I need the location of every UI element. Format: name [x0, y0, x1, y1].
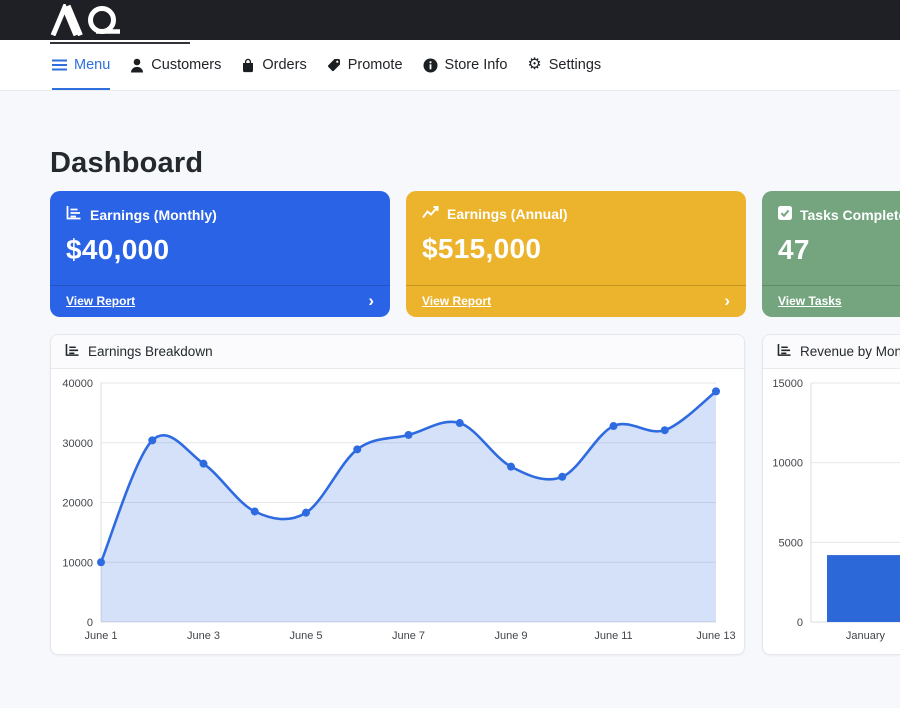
- svg-text:10000: 10000: [772, 458, 803, 470]
- stat-card-earnings-annual: Earnings (Annual) $515,000 View Report ›: [406, 191, 746, 317]
- nav-item-orders[interactable]: Orders: [241, 40, 307, 90]
- revenue-by-month-card: Revenue by Month 0 5000 10000 15000 January: [762, 334, 900, 655]
- view-tasks-link[interactable]: View Tasks: [778, 294, 842, 308]
- bar-chart-area[interactable]: 0 5000 10000 15000 January: [763, 369, 900, 654]
- nav-item-settings[interactable]: ⚙ Settings: [527, 40, 601, 90]
- svg-text:40000: 40000: [62, 378, 93, 390]
- info-icon: [423, 58, 438, 73]
- chart-icon: [65, 343, 80, 360]
- svg-text:June 11: June 11: [594, 630, 632, 642]
- svg-text:June 9: June 9: [494, 630, 527, 642]
- nav-item-menu[interactable]: Menu: [52, 40, 111, 90]
- view-report-link[interactable]: View Report: [422, 294, 492, 308]
- stat-card-footer: View Report ›: [406, 285, 746, 317]
- nav-label-store-info: Store Info: [444, 57, 508, 73]
- stat-card-title: Tasks Completed: [800, 206, 900, 223]
- nav-item-promote[interactable]: Promote: [327, 40, 403, 90]
- nav-label-orders: Orders: [262, 57, 307, 73]
- nav-label-menu: Menu: [74, 57, 111, 73]
- nav-item-customers[interactable]: Customers: [130, 40, 221, 90]
- tag-icon: [327, 58, 341, 72]
- person-icon: [130, 58, 144, 73]
- brand-underline: [50, 42, 190, 44]
- chevron-right-icon[interactable]: ›: [724, 291, 730, 310]
- chart-card-header: Revenue by Month: [763, 335, 900, 369]
- chart-title: Revenue by Month: [800, 344, 900, 359]
- svg-text:30000: 30000: [62, 438, 93, 450]
- bag-icon: [241, 58, 255, 73]
- svg-text:June 13: June 13: [696, 630, 735, 642]
- svg-text:January: January: [846, 630, 886, 642]
- line-chart-icon: [422, 206, 439, 222]
- nav-label-settings: Settings: [548, 57, 602, 73]
- svg-text:10000: 10000: [62, 557, 93, 569]
- svg-text:15000: 15000: [772, 378, 803, 390]
- view-report-link[interactable]: View Report: [66, 294, 136, 308]
- stat-card-footer: View Report ›: [50, 285, 390, 317]
- stat-card-value: $515,000: [422, 233, 542, 264]
- stat-card-earnings-monthly: Earnings (Monthly) $40,000 View Report ›: [50, 191, 390, 317]
- nav-label-promote: Promote: [347, 57, 403, 73]
- earnings-breakdown-card: Earnings Breakdown 0 10000 20000 30000 40000…: [50, 334, 745, 655]
- line-chart-area[interactable]: 0 10000 20000 30000 40000 June 1 June 3 June 5 J…: [51, 369, 744, 654]
- checkbox-icon: [778, 206, 792, 223]
- main-content: Dashboard Earnings (Monthly) $40,000 Vie…: [0, 147, 900, 655]
- chart-title: Earnings Breakdown: [88, 344, 213, 359]
- brand-logo[interactable]: [50, 4, 190, 44]
- page-title: Dashboard: [50, 147, 204, 179]
- main-nav: Menu Customers Orders Promote Store Info…: [0, 40, 900, 91]
- topbar: [0, 0, 900, 44]
- svg-text:0: 0: [87, 617, 93, 629]
- svg-text:June 3: June 3: [187, 630, 220, 642]
- stat-card-title: Earnings (Annual): [447, 206, 568, 222]
- stat-card-footer: View Tasks ›: [762, 285, 900, 317]
- svg-text:June 5: June 5: [289, 630, 322, 642]
- svg-text:June 1: June 1: [84, 630, 117, 642]
- charts-row: Earnings Breakdown 0 10000 20000 30000 40000…: [50, 334, 900, 655]
- svg-text:June 7: June 7: [392, 630, 425, 642]
- chevron-right-icon[interactable]: ›: [368, 291, 374, 310]
- svg-text:0: 0: [797, 617, 803, 629]
- stat-card-title: Earnings (Monthly): [90, 206, 217, 223]
- gear-icon: ⚙: [527, 56, 542, 73]
- stat-card-tasks-completed: Tasks Completed 47 View Tasks ›: [762, 191, 900, 317]
- svg-text:5000: 5000: [779, 537, 803, 549]
- stat-card-value: $40,000: [66, 234, 170, 265]
- hamburger-icon: [52, 59, 67, 71]
- chart-icon: [777, 343, 792, 360]
- stat-card-value: 47: [778, 234, 810, 265]
- svg-text:20000: 20000: [62, 498, 93, 510]
- nav-item-store-info[interactable]: Store Info: [423, 40, 508, 90]
- stat-cards-row: Earnings (Monthly) $40,000 View Report ›…: [50, 191, 900, 317]
- logo-icon: [50, 4, 128, 36]
- nav-label-customers: Customers: [151, 57, 222, 73]
- chart-card-header: Earnings Breakdown: [51, 335, 744, 369]
- bar-chart-icon: [66, 206, 82, 223]
